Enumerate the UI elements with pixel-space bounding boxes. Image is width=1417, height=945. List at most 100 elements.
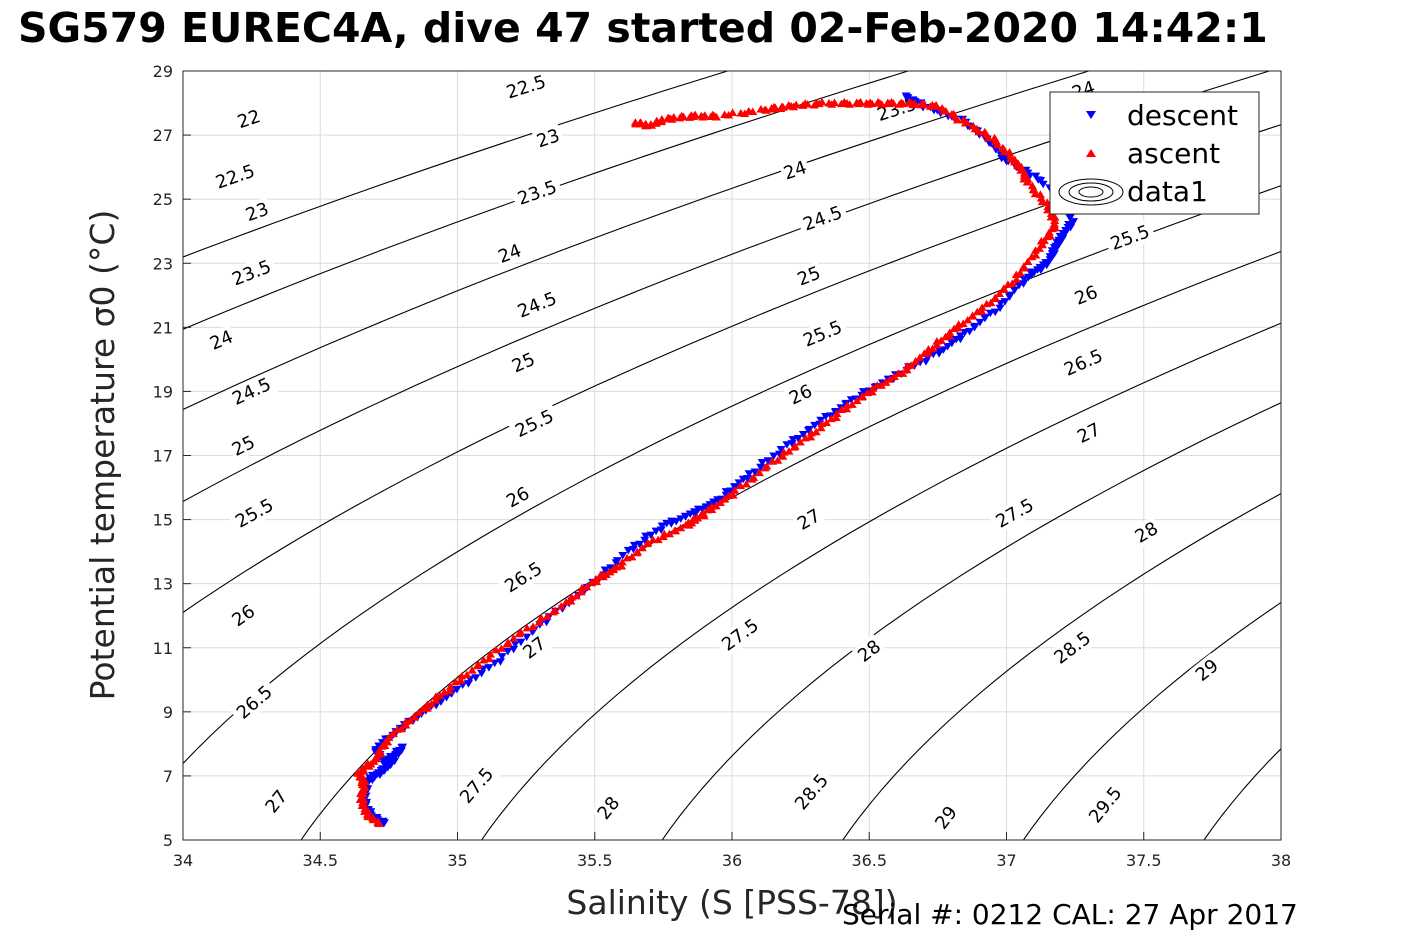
legend-descent-label: descent: [1127, 99, 1238, 132]
ascent-marker: [503, 638, 513, 647]
contour-label-bg: [531, 123, 565, 153]
contour-line: [183, 71, 910, 330]
descent-marker: [471, 674, 481, 682]
descent-marker: [980, 313, 990, 322]
descent-marker: [442, 693, 452, 702]
ascent-marker: [373, 817, 383, 826]
descent-marker: [681, 513, 691, 521]
legend: descent ascent data1: [1049, 91, 1260, 215]
ascent-marker: [885, 375, 895, 383]
contour-label-bg: [714, 611, 767, 658]
ascent-marker: [832, 409, 842, 417]
ascent-marker: [496, 644, 506, 652]
ascent-marker: [990, 293, 1000, 302]
ascent-marker: [630, 118, 640, 126]
ascent-marker: [643, 538, 653, 547]
contour-label-bg: [240, 197, 274, 227]
descent-marker: [763, 457, 773, 465]
ascent-marker: [754, 468, 764, 477]
contour-line: [183, 71, 1272, 503]
contour-line: [480, 322, 1281, 840]
ascent-marker: [756, 104, 766, 113]
contour-line: [183, 71, 1091, 411]
ascent-marker: [762, 462, 772, 470]
y-tick-label: 5: [163, 831, 173, 850]
contour-label-bg: [226, 598, 261, 633]
ascent-marker: [1012, 275, 1022, 283]
descent-marker: [734, 479, 744, 487]
ascent-marker: [617, 557, 627, 566]
contour-line: [183, 71, 730, 258]
y-ticks: 5 7 9 11 13 15 17 19 21 23 25 27 29: [153, 62, 191, 850]
descent-marker: [943, 343, 953, 351]
ascent-marker: [456, 676, 466, 684]
ascent-marker: [550, 606, 560, 614]
ascent-marker: [784, 101, 794, 109]
ascent-marker: [653, 535, 663, 544]
ascent-marker: [852, 98, 862, 106]
ascent-marker: [784, 447, 794, 455]
contour-label-bg: [493, 238, 527, 269]
descent-marker: [497, 653, 507, 661]
contour-label-bg: [783, 378, 818, 411]
descent-marker: [1019, 280, 1029, 288]
x-tick-label: 35.5: [577, 851, 613, 870]
ascent-marker: [467, 666, 477, 674]
ascent-marker: [566, 596, 576, 605]
descent-marker: [757, 458, 767, 467]
ascent-marker: [663, 113, 673, 122]
contour-label-bg: [497, 555, 550, 600]
descent-marker: [377, 818, 387, 826]
contour-label-bg: [851, 634, 887, 668]
ascent-marker: [852, 396, 862, 405]
descent-marker: [600, 566, 610, 575]
ascent-marker: [811, 427, 821, 436]
ascent-marker: [728, 491, 738, 499]
contour-label-bg: [229, 678, 280, 727]
ascent-marker: [1019, 262, 1029, 270]
ascent-marker: [968, 121, 978, 130]
ascent-marker: [773, 456, 783, 464]
y-tick-label: 9: [163, 703, 173, 722]
ascent-marker: [446, 682, 456, 690]
ascent-marker: [1031, 250, 1041, 259]
ascent-marker: [664, 529, 674, 538]
ascent-marker: [937, 104, 947, 112]
ascent-marker: [1007, 279, 1017, 287]
ascent-marker: [632, 547, 642, 556]
legend-descent-marker: [1086, 111, 1096, 119]
contour-label-bg: [1081, 779, 1129, 831]
contour-label-bg: [208, 158, 262, 195]
ascent-marker: [798, 101, 808, 109]
ascent-marker: [637, 543, 647, 552]
contour-label-bg: [204, 324, 239, 356]
descent-marker: [744, 470, 754, 478]
ascent-marker: [627, 552, 637, 561]
contour-label-bg: [259, 784, 294, 819]
ascent-marker: [730, 486, 740, 494]
descent-marker: [901, 92, 911, 101]
ascent-marker: [904, 97, 914, 106]
ascent-marker: [720, 110, 730, 119]
ascent-marker: [831, 413, 841, 422]
x-tick-label: 34.5: [302, 851, 338, 870]
ascent-marker: [528, 622, 538, 631]
contour-label-bg: [791, 503, 827, 536]
ascent-marker: [736, 109, 746, 117]
contour-label-bg: [929, 800, 964, 836]
ascent-marker: [542, 612, 552, 620]
legend-box: [1049, 91, 1260, 215]
ascent-marker: [473, 660, 483, 668]
descent-marker: [995, 304, 1005, 313]
contour-label-bg: [225, 371, 279, 412]
descent-marker: [635, 540, 645, 549]
ascent-marker: [822, 418, 832, 427]
descent-marker: [947, 339, 957, 347]
ascent-marker: [858, 392, 868, 400]
ascent-marker: [889, 372, 899, 380]
x-tick-label: 36: [722, 851, 742, 870]
ascent-marker: [881, 378, 891, 386]
descent-marker: [1066, 213, 1076, 222]
ascent-marker: [986, 298, 996, 307]
descent-marker: [516, 638, 526, 647]
